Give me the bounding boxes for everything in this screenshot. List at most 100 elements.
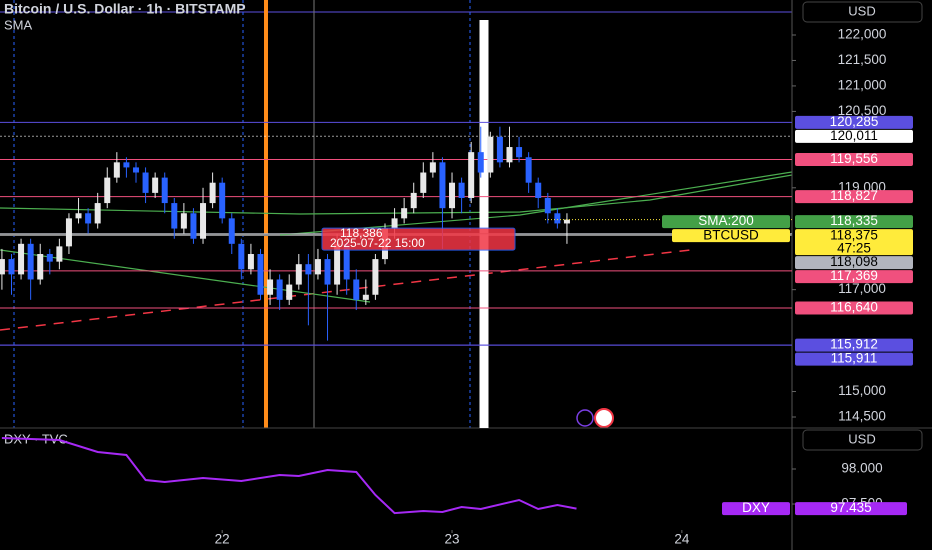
candle-body	[286, 284, 293, 300]
candle-body	[372, 259, 379, 295]
candle-body	[27, 243, 34, 280]
currency-box[interactable]	[802, 1, 923, 23]
last-price-bg	[795, 229, 913, 256]
indicator-label: SMA	[4, 17, 33, 32]
candle-body	[257, 254, 264, 295]
candle-body	[37, 254, 44, 280]
level-label-bg	[795, 301, 913, 315]
candle-body	[123, 162, 130, 168]
candle-body	[353, 279, 360, 300]
candle-body	[247, 254, 254, 270]
y-tick-label: 122,000	[838, 27, 887, 42]
crosshair-box	[321, 227, 516, 251]
candle-body	[85, 213, 92, 224]
candle-body	[295, 264, 302, 285]
candle-body	[171, 203, 178, 229]
event-icon[interactable]	[576, 409, 594, 427]
event-icon[interactable]	[594, 408, 614, 428]
candle-body	[420, 172, 427, 193]
x-tick-label: 22	[215, 532, 230, 547]
currency-box[interactable]	[802, 429, 923, 451]
candle-body	[554, 213, 561, 224]
candle-body	[161, 177, 168, 204]
chart-title: Bitcoin / U.S. Dollar · 1h · BITSTAMP	[4, 1, 246, 17]
candle-body	[18, 243, 25, 275]
symbol-label: BTCUSD	[703, 228, 759, 243]
sma-line	[0, 174, 793, 215]
candle-body	[401, 208, 408, 219]
level-label: 116,640	[830, 300, 878, 315]
candle-body	[535, 182, 542, 198]
candle-body	[439, 162, 446, 209]
level-label-bg	[795, 256, 913, 270]
level-label: 115,912	[830, 337, 878, 352]
y-tick-label: 121,500	[838, 52, 887, 67]
candle-body	[544, 197, 551, 214]
candle-body	[142, 172, 149, 193]
trend-line	[0, 249, 691, 331]
countdown: 47:25	[837, 241, 871, 256]
level-label: 120,011	[830, 128, 878, 143]
crosshair-time: 2025-07-22 15:00	[330, 236, 425, 250]
candle-body	[429, 162, 436, 173]
level-label-bg	[795, 190, 913, 204]
candle-body	[449, 182, 456, 209]
candle-body	[305, 264, 312, 275]
y-tick-label: 115,000	[838, 383, 886, 398]
candle-body	[410, 192, 417, 209]
y-tick-label: 117,000	[838, 281, 886, 296]
candle-body	[314, 259, 321, 275]
level-label-bg	[795, 352, 913, 366]
y-tick-label: 114,500	[838, 409, 886, 424]
level-label-bg	[795, 270, 913, 284]
currency: USD	[848, 431, 875, 446]
symbol-bg	[672, 229, 790, 243]
candle-body	[152, 177, 159, 193]
candle-body	[362, 294, 369, 300]
sma-name: SMA:200	[698, 213, 754, 228]
candle-body	[228, 218, 235, 244]
candle-body	[525, 157, 532, 183]
x-tick-label: 24	[674, 532, 690, 547]
candle-body	[75, 213, 82, 219]
candle-body	[94, 203, 101, 224]
level-label-bg	[795, 129, 913, 143]
dxy-name: DXY	[742, 500, 770, 515]
level-label: 118,827	[830, 188, 878, 203]
candle-body	[276, 279, 283, 300]
candle-body	[104, 177, 111, 204]
candle-body	[180, 213, 187, 229]
candle-body	[209, 182, 216, 204]
y-tick-label: 120,500	[838, 103, 887, 118]
candle-body	[267, 279, 274, 295]
candle-body	[8, 259, 15, 275]
sma-label: 118,335	[830, 213, 878, 228]
candle-body	[516, 147, 523, 158]
last-price-label: 118,375	[830, 228, 878, 243]
level-label-bg	[795, 338, 913, 352]
candle-body	[56, 246, 63, 262]
candle-body	[468, 152, 475, 198]
candle-body	[190, 213, 197, 239]
candle-body	[0, 259, 5, 275]
level-label: 120,285	[830, 114, 879, 129]
level-label-bg	[795, 115, 913, 129]
sma-bg	[795, 215, 913, 229]
candle-body	[477, 152, 484, 173]
candle-body	[343, 243, 350, 280]
candle-body	[563, 219, 570, 224]
candle-body	[219, 182, 226, 219]
candle-body	[506, 147, 513, 163]
candle-body	[496, 136, 503, 163]
dxy-line	[1, 437, 577, 515]
candle-body	[238, 243, 245, 270]
candle-body	[113, 162, 120, 178]
x-tick-label: 23	[445, 532, 460, 547]
candle-body	[334, 243, 341, 285]
dxy-last-bg	[795, 502, 907, 516]
level-label: 115,911	[831, 351, 878, 366]
candle-body	[200, 203, 207, 239]
candle-body	[391, 218, 398, 229]
candle-body	[324, 259, 331, 285]
